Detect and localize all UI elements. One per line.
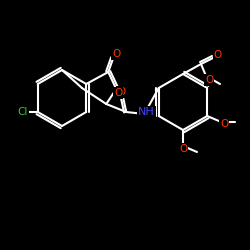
Text: O: O bbox=[205, 75, 213, 85]
Text: O: O bbox=[220, 119, 228, 129]
Text: O: O bbox=[117, 87, 125, 97]
Text: O: O bbox=[112, 49, 120, 59]
Text: NH: NH bbox=[138, 107, 154, 117]
Text: Cl: Cl bbox=[18, 107, 28, 117]
Text: O: O bbox=[179, 144, 187, 154]
Text: O: O bbox=[214, 50, 222, 60]
Text: O: O bbox=[114, 88, 122, 98]
